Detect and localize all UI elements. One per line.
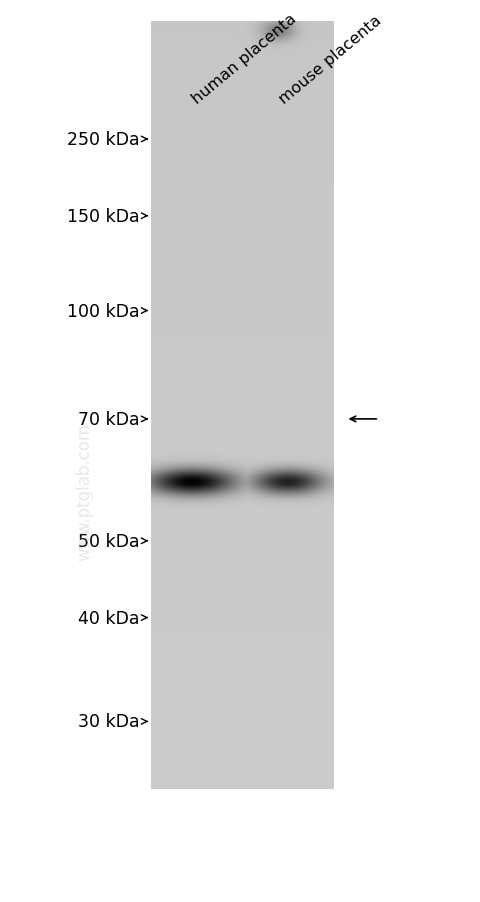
Text: 150 kDa: 150 kDa — [67, 207, 139, 226]
Text: mouse placenta: mouse placenta — [276, 13, 384, 106]
Text: 70 kDa: 70 kDa — [78, 410, 139, 428]
Text: 30 kDa: 30 kDa — [78, 713, 139, 731]
Text: www.ptglab.com: www.ptglab.com — [75, 423, 93, 560]
Text: human placenta: human placenta — [190, 11, 300, 106]
Text: 250 kDa: 250 kDa — [67, 131, 139, 149]
Text: 100 kDa: 100 kDa — [67, 302, 139, 320]
Text: 40 kDa: 40 kDa — [78, 609, 139, 627]
Text: 50 kDa: 50 kDa — [78, 532, 139, 550]
